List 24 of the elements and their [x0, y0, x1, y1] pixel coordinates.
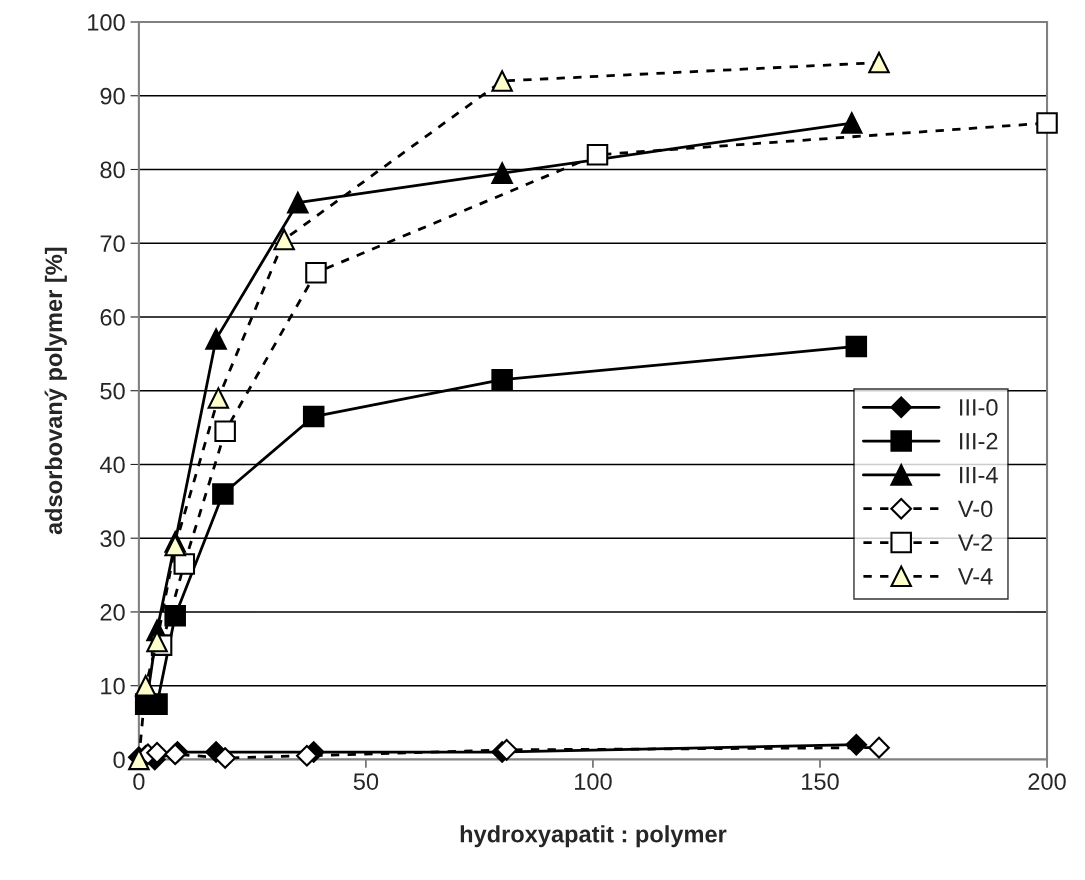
x-tick-label: 150: [802, 773, 839, 790]
y-tick-label: 90: [100, 87, 125, 105]
y-tick-label: 60: [100, 309, 125, 326]
y-tick-label: 100: [88, 14, 125, 31]
y-tick-label: 0: [113, 751, 125, 769]
x-tick-label: 50: [353, 773, 379, 790]
x-tick-label: 0: [133, 773, 145, 790]
y-tick-label: 10: [101, 677, 125, 695]
y-axis-title: adsorbovaný polymer [%]: [44, 247, 67, 535]
legend-label: III-2: [960, 432, 998, 450]
y-tick-label: 30: [100, 530, 125, 547]
legend-label: V-4: [957, 568, 993, 585]
y-tick-label: 20: [100, 604, 125, 621]
x-tick-label: 200: [1028, 773, 1066, 790]
legend-label: V-2: [957, 534, 993, 551]
y-tick-label: 40: [99, 456, 125, 474]
x-tick-label: 100: [575, 773, 612, 790]
y-tick-label: 70: [100, 235, 125, 253]
legend-label: III-0: [960, 399, 998, 416]
x-axis-title: hydroxyapatit : polymer: [460, 825, 727, 848]
y-tick-label: 50: [100, 382, 125, 400]
legend-label: III-4: [960, 466, 998, 484]
legend-label: V-0: [957, 500, 993, 518]
y-tick-label: 80: [100, 161, 125, 179]
